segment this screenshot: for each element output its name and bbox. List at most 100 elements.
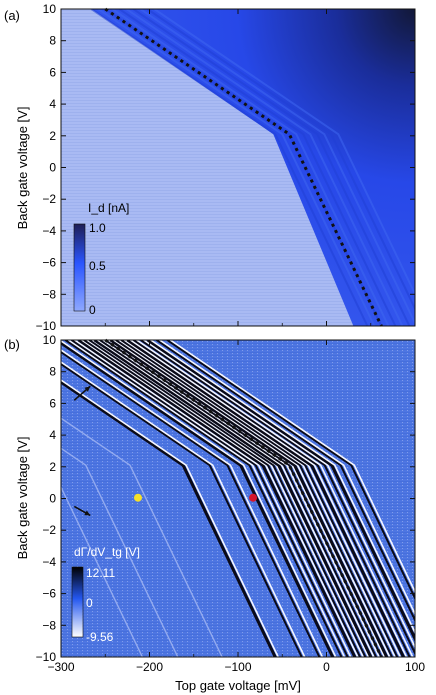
transition-line-dark: [61, 380, 277, 657]
panel-a-heatmap: (a) 10 8 6 4 2 0 −2 −4 −6 −8 −10 Back gate voltage…: [4, 2, 416, 333]
panel-b-x-ticks: −300 −200 −100 0 100: [47, 340, 425, 674]
transition-line-dark: [146, 340, 415, 643]
y-tick-label: 4: [49, 97, 56, 111]
panel-b-colorbar: [71, 566, 84, 638]
y-tick-label: −8: [42, 287, 56, 301]
transition-line-bright: [67, 340, 346, 657]
panel-b-x-axis-label: Top gate voltage [mV]: [175, 678, 301, 693]
transition-line-dark: [88, 340, 367, 657]
transition-line-bright: [159, 340, 415, 616]
transition-line-bright: [143, 340, 415, 649]
transition-line-dark: [77, 340, 357, 657]
panel-a-conduction-stripes: [90, 9, 415, 326]
y-tick-label: −8: [42, 618, 56, 632]
marker-dot: [133, 493, 142, 502]
panel-a-dashed-boundary: [104, 7, 383, 327]
colorbar-tick-label: 12.11: [86, 566, 115, 580]
transition-line-dark: [99, 340, 378, 657]
panel-b-transition-lines: [61, 340, 415, 657]
transition-line-bright: [74, 340, 352, 657]
panel-b-colorbar-label: dΓ/dV_tg [V]: [74, 545, 140, 559]
x-tick-label: 100: [405, 660, 425, 674]
panel-b-markers: [133, 493, 258, 502]
transition-line-bright: [169, 340, 415, 594]
panel-a-current-region: [91, 9, 415, 326]
panel-b-arrows: [73, 385, 91, 517]
y-tick-label: 2: [49, 460, 56, 474]
transition-line-dark: [71, 340, 349, 657]
faint-transition-line: [61, 417, 223, 657]
colorbar-tick-label: -9.56: [86, 630, 114, 644]
panel-a-y-ticks: 10 8 6 4 2 0 −2 −4 −6 −8 −10: [36, 2, 415, 333]
transition-line-bright: [113, 340, 391, 657]
y-tick-label: 8: [49, 365, 56, 379]
y-tick-label: −10: [36, 319, 57, 333]
panel-a-y-axis-label: Back gate voltage [V]: [15, 107, 30, 230]
y-tick-label: 6: [49, 396, 56, 410]
transition-line-bright: [136, 340, 414, 657]
transition-line-dark: [61, 341, 335, 657]
panel-a-colorbar-ticks: 1.0 0.5 0: [89, 221, 106, 317]
colorbar-tick-label: 0: [89, 303, 96, 317]
panel-b-label: (b): [4, 337, 20, 352]
arrow-head: [84, 510, 91, 516]
y-tick-label: −6: [42, 587, 56, 601]
transition-line-dark: [166, 340, 415, 601]
y-tick-label: 8: [49, 34, 56, 48]
faint-transition-line: [61, 485, 144, 657]
colorbar-tick-label: 1.0: [89, 221, 106, 235]
conduction-stripe: [146, 9, 415, 311]
y-tick-label: −4: [42, 555, 56, 569]
conduction-stripe: [97, 9, 376, 326]
transition-line-dark: [156, 340, 415, 623]
transition-line-bright: [61, 379, 279, 657]
transition-line-dark: [64, 340, 343, 657]
transition-line-dark: [115, 340, 393, 657]
conduction-stripe: [118, 9, 397, 326]
y-tick-label: −6: [42, 256, 56, 270]
transition-line-dark: [93, 340, 373, 657]
conduction-stripe: [139, 9, 415, 326]
panel-a-colorbar-label: I_d [nA]: [88, 201, 129, 215]
transition-line-bright: [150, 340, 415, 635]
y-tick-label: −4: [42, 224, 56, 238]
panel-a-colorbar: [73, 223, 86, 312]
transition-line-bright: [129, 340, 408, 657]
panel-a-x-ticks: [60, 9, 416, 326]
y-tick-label: 0: [49, 492, 56, 506]
x-tick-label: −200: [136, 660, 163, 674]
marker-dot: [249, 493, 258, 502]
conduction-stripe: [153, 9, 415, 297]
transition-line-bright: [61, 340, 337, 657]
y-tick-label: −10: [36, 650, 57, 664]
x-tick-label: −300: [47, 660, 74, 674]
transition-line-bright: [86, 340, 364, 657]
transition-line-dark: [61, 350, 321, 657]
y-tick-label: −2: [42, 192, 56, 206]
panel-a-label: (a): [4, 8, 20, 23]
conduction-stripe: [125, 9, 404, 326]
transition-line-bright: [61, 361, 306, 657]
y-tick-label: 10: [43, 2, 57, 16]
panel-b-y-ticks: 10 8 6 4 2 0 −2 −4 −6 −8 −10: [36, 333, 415, 664]
conduction-stripe: [111, 9, 390, 326]
y-tick-label: 0: [49, 161, 56, 175]
transition-line-dark: [61, 362, 303, 657]
transition-line-bright: [61, 349, 324, 657]
panel-b-dashed-boundary: [104, 338, 383, 658]
transition-line-dark: [120, 340, 399, 657]
colorbar-tick-label: 0: [86, 596, 93, 610]
conduction-stripe: [90, 9, 369, 326]
y-tick-label: 10: [43, 333, 57, 347]
transition-line-dark: [140, 340, 415, 656]
x-tick-label: 0: [323, 660, 330, 674]
y-tick-label: 2: [49, 129, 56, 143]
transition-line-dark: [109, 340, 389, 657]
transition-line-dark: [133, 340, 411, 657]
panel-b-colorbar-ticks: 12.11 0 -9.56: [86, 566, 115, 644]
transition-line-bright: [123, 340, 402, 657]
x-tick-label: −100: [224, 660, 251, 674]
conduction-stripe: [132, 9, 411, 326]
